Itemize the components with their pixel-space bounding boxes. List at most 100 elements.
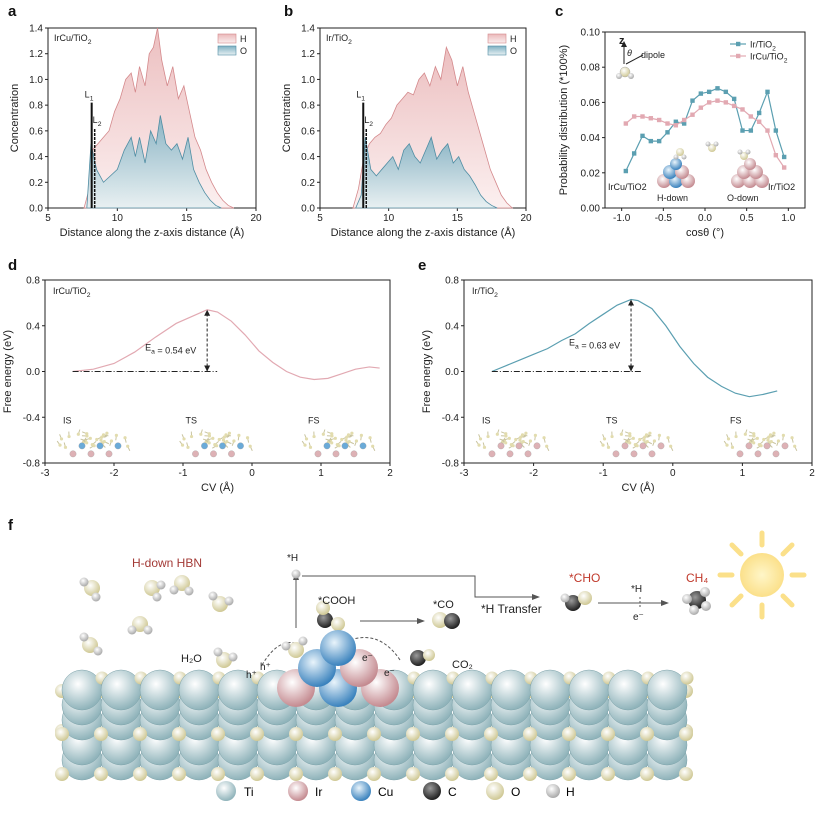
e-snapshot-atom [648, 432, 651, 435]
a-l2-label: L2 [93, 115, 102, 128]
panel-label-b: b [284, 3, 293, 20]
e-snapshot-atom [479, 437, 482, 440]
c-point-1 [740, 107, 744, 111]
c-point-0 [640, 134, 644, 138]
slab-o-atom [679, 767, 693, 781]
e-snapshot-atom [632, 437, 635, 440]
cooh-label: *COOH [318, 595, 355, 607]
d-snapshot-atom [99, 439, 102, 442]
e-snapshot-atom [628, 441, 631, 444]
d-snapshot-metal [115, 443, 121, 449]
slab-o-atom [681, 672, 694, 685]
c-legend-marker-0 [736, 42, 740, 46]
d-snapshot-atom [232, 439, 235, 442]
h-top-label: *H [287, 553, 298, 564]
c-point-1 [624, 121, 628, 125]
d-snapshot-atom [181, 444, 184, 447]
slab-o-atom [601, 727, 615, 741]
e-snapshot-atom [534, 434, 537, 437]
e-snapshot-metal [746, 443, 752, 449]
d-snapshot-atom [77, 433, 80, 436]
d-xtick-label: 1 [318, 468, 324, 479]
e-xtick-label: -2 [529, 468, 538, 479]
d-snapshot-atom [58, 444, 61, 447]
a-ytick-label: 0.0 [29, 204, 43, 215]
e-mid-label: e⁻ [633, 612, 644, 623]
c-xtick-label: 1.0 [781, 213, 795, 224]
c-ytick-label: 0.04 [581, 133, 601, 144]
c-ytick-label: 0.06 [581, 98, 601, 109]
slab-o-atom [328, 727, 342, 741]
e-snapshot-atom [762, 438, 765, 441]
sun-icon [720, 533, 804, 617]
legend-o: O [511, 785, 520, 799]
hplus-label-1: h⁺ [260, 662, 271, 673]
e-title: Ir/TiO2 [472, 286, 498, 299]
b-l1-label: L1 [356, 89, 365, 102]
a-xtick-label: 15 [181, 213, 193, 224]
e-snapshot-atom [638, 438, 641, 441]
d-snapshot-atom [95, 438, 98, 441]
c-inset-clusters [657, 142, 769, 189]
c-legend-label-1: IrCu/TiO2 [750, 52, 788, 65]
b-xtick-label: 20 [520, 213, 532, 224]
co2-label: CO₂ [452, 659, 473, 671]
e-xtick-label: -3 [460, 468, 469, 479]
slab-o-atom [406, 767, 420, 781]
slab-o-atom [367, 767, 381, 781]
e-snapshot-atom [542, 436, 545, 439]
e-snapshot-atom [645, 433, 648, 436]
d-snapshot-atom [368, 436, 371, 439]
e-snapshot-atom [782, 434, 785, 437]
slab-o-atom [445, 727, 459, 741]
e-snapshot-atom [521, 433, 524, 436]
a-ytick-label: 1.2 [29, 49, 43, 60]
a-legend-label-h: H [240, 34, 247, 44]
panel-label-d: d [8, 257, 17, 274]
slab-o-atom [211, 767, 225, 781]
a-ytick-label: 0.2 [29, 178, 43, 189]
d-snapshot-atom [309, 446, 312, 449]
slab-o-atom [406, 727, 420, 741]
d-snapshot-atom [64, 446, 67, 449]
e-snapshot-metal [498, 443, 504, 449]
legend-cu: Cu [378, 785, 393, 799]
e-ytick-label: -0.4 [442, 413, 460, 424]
e-snapshot-metal [489, 451, 495, 457]
d-snapshot-metal [97, 443, 103, 449]
d-ytick-label: -0.8 [23, 459, 41, 470]
e-snapshot-metal [773, 451, 779, 457]
c-ytick-label: 0.02 [581, 168, 601, 179]
c-point-1 [715, 98, 719, 102]
c-legend-marker-1 [736, 54, 740, 58]
e-snapshot-atom [766, 439, 769, 442]
e-ytick-label: 0.0 [445, 367, 459, 378]
d-snapshot-metal [360, 443, 366, 449]
slab-o-atom [289, 727, 303, 741]
e-snapshot-atom [756, 437, 759, 440]
d-snapshot-atom [312, 435, 315, 438]
d-snapshot-atom [228, 432, 231, 435]
e-state-fs: FS [730, 416, 742, 426]
d-ytick-label: 0.4 [26, 321, 40, 332]
d-snapshot-metal [324, 443, 330, 449]
a-xtick-label: 5 [45, 213, 51, 224]
a-ytick-label: 0.6 [29, 126, 43, 137]
d-state-ts: TS [186, 416, 198, 426]
e-snapshot-atom [496, 433, 499, 436]
d-ytick-label: 0.8 [26, 276, 40, 287]
c-point-0 [732, 97, 736, 101]
e-snapshot-ts [600, 429, 673, 457]
b-l2-label: L2 [364, 115, 373, 128]
e-snapshot-atom [727, 437, 730, 440]
e-snapshot-atom [504, 432, 507, 435]
c-point-0 [665, 130, 669, 134]
slab-o-atom [94, 767, 108, 781]
c-point-0 [724, 90, 728, 94]
d-snapshot-metal [192, 451, 198, 457]
d-snapshot-atom [237, 434, 240, 437]
slab-o-atom [94, 727, 108, 741]
c-label-hdown: H-down [657, 193, 688, 203]
slab-o-atom [640, 727, 654, 741]
c-xtick-label: 0.5 [740, 213, 754, 224]
